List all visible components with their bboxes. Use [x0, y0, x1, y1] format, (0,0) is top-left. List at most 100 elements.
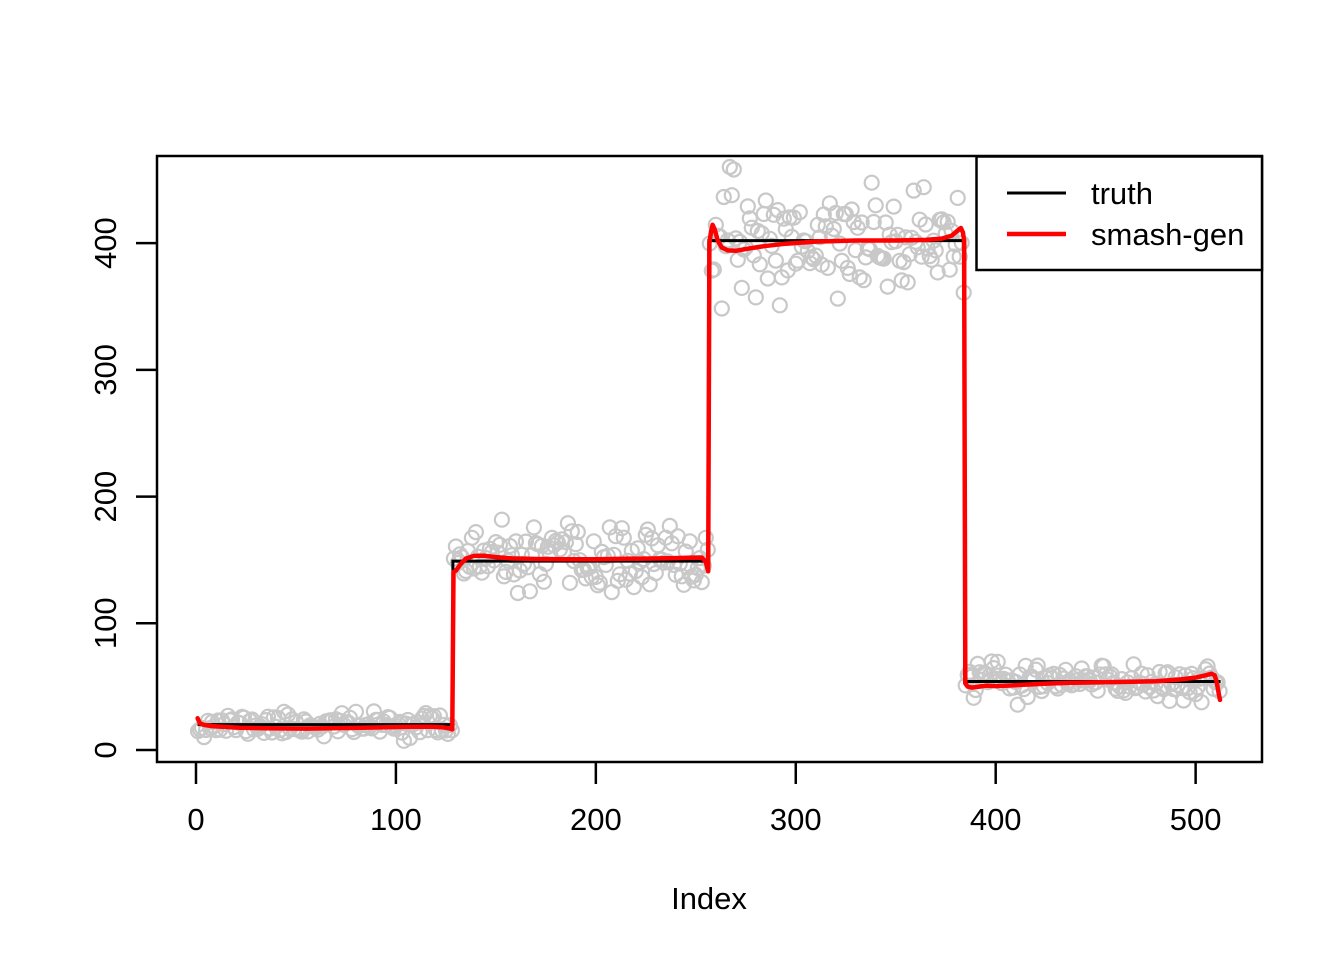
- data-point: [491, 536, 508, 553]
- data-point: [819, 259, 836, 276]
- data-point: [1019, 688, 1036, 706]
- data-point: [639, 521, 656, 538]
- data-point: [585, 533, 602, 550]
- data-point: [923, 251, 940, 268]
- x-tick-label: 100: [370, 802, 422, 837]
- data-point: [567, 536, 584, 553]
- data-point: [609, 572, 626, 590]
- data-point: [851, 269, 868, 286]
- data-point: [561, 574, 579, 591]
- data-point: [965, 689, 982, 706]
- data-point: [983, 653, 1000, 670]
- data-point: [589, 577, 606, 594]
- data-point: [365, 703, 382, 720]
- x-tick-label: 300: [770, 802, 822, 837]
- data-point: [667, 566, 684, 583]
- data-point: [535, 573, 553, 590]
- data-point: [599, 547, 616, 564]
- legend-label-truth: truth: [1091, 176, 1153, 211]
- data-point: [915, 179, 932, 196]
- y-tick-label: 300: [88, 344, 123, 396]
- data-point: [1193, 694, 1210, 711]
- y-tick-label: 400: [88, 217, 123, 269]
- data-point: [917, 216, 934, 233]
- x-tick-label: 0: [187, 802, 204, 837]
- data-point: [559, 515, 577, 532]
- data-point: [509, 584, 527, 602]
- plot-border: [155, 154, 1264, 764]
- y-tick-label: 200: [88, 471, 123, 523]
- data-point: [547, 532, 565, 550]
- data-point: [739, 198, 756, 215]
- data-point: [625, 578, 642, 596]
- data-point: [681, 533, 698, 550]
- data-point: [879, 278, 896, 295]
- data-point: [733, 279, 750, 296]
- data-point: [697, 529, 714, 546]
- data-point: [467, 523, 484, 541]
- x-tick-label: 200: [570, 802, 622, 837]
- axis-layer: 0 100 200 300 400 500 0 100 200 300 400: [88, 217, 1221, 837]
- data-point: [591, 574, 608, 591]
- data-point: [1029, 657, 1046, 674]
- data-point: [863, 174, 880, 191]
- data-point: [939, 213, 956, 230]
- data-point: [757, 192, 774, 209]
- y-tick-label: 0: [88, 741, 123, 758]
- legend-box: [975, 155, 1264, 272]
- data-point: [775, 210, 792, 227]
- data-point: [715, 188, 732, 206]
- data-point: [767, 252, 784, 269]
- data-point: [875, 250, 892, 267]
- x-tick-label: 400: [970, 802, 1022, 837]
- data-point: [613, 520, 630, 537]
- data-point: [853, 214, 870, 231]
- data-point: [927, 242, 944, 259]
- data-point: [989, 653, 1006, 670]
- legend-label-smash-gen: smash-gen: [1091, 217, 1244, 252]
- data-point: [705, 261, 722, 278]
- data-point: [865, 213, 882, 231]
- data-point: [723, 187, 740, 204]
- data-point: [493, 511, 510, 528]
- data-point: [751, 256, 768, 273]
- data-point: [1009, 696, 1026, 713]
- data-point: [945, 248, 962, 265]
- data-point: [1125, 656, 1142, 673]
- scatter-points-layer: [189, 158, 1228, 749]
- data-point: [431, 707, 448, 724]
- data-point: [827, 204, 844, 222]
- data-point: [693, 573, 710, 591]
- data-point: [569, 523, 586, 541]
- data-point: [525, 519, 543, 536]
- smash-gen-line: [195, 222, 1223, 732]
- data-point: [747, 289, 764, 306]
- data-point: [929, 264, 946, 281]
- data-point: [855, 272, 872, 289]
- data-point: [759, 270, 776, 287]
- data-point: [867, 197, 884, 214]
- x-axis-title: Index: [671, 881, 747, 916]
- data-point: [725, 161, 742, 178]
- data-point: [897, 229, 914, 246]
- data-point: [661, 517, 678, 535]
- data-point: [765, 206, 782, 223]
- data-point: [905, 182, 922, 199]
- data-point: [615, 529, 632, 546]
- data-point: [521, 583, 539, 600]
- data-point: [771, 297, 788, 314]
- data-point: [517, 533, 535, 550]
- data-point: [741, 210, 758, 227]
- data-point: [791, 204, 808, 221]
- legend: truth smash-gen: [975, 155, 1264, 272]
- data-point: [831, 235, 848, 252]
- data-point: [727, 230, 744, 247]
- data-point: [415, 707, 432, 725]
- data-point: [829, 290, 846, 307]
- data-point: [577, 570, 594, 587]
- data-point: [899, 274, 916, 291]
- data-point: [949, 189, 966, 206]
- data-point: [885, 198, 902, 215]
